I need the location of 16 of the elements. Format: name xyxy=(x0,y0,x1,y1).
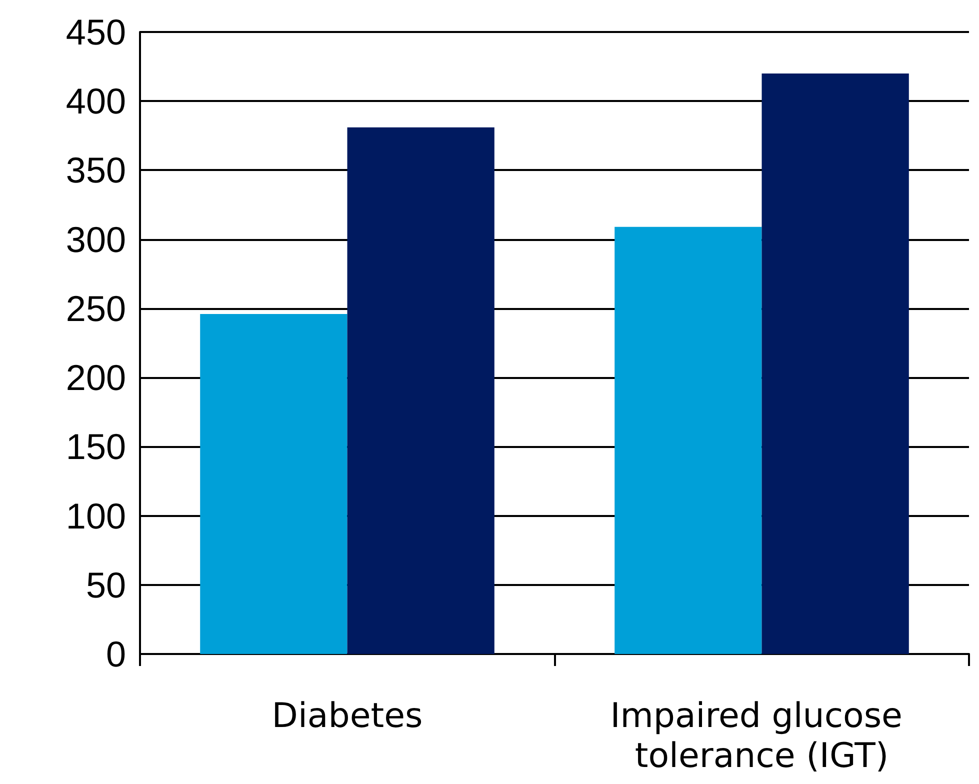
y-tick-label: 150 xyxy=(66,426,126,468)
y-tick-label: 50 xyxy=(86,564,126,606)
y-tick-label: 400 xyxy=(66,80,126,122)
y-tick-label: 250 xyxy=(66,288,126,329)
y-tick-label: 100 xyxy=(66,495,126,536)
y-tick-label: 0 xyxy=(106,634,126,674)
y-tick-label: 450 xyxy=(66,12,126,52)
y-tick-label: 350 xyxy=(66,150,126,191)
x-tick-label: Impaired glucose tolerance (IGT) xyxy=(610,696,914,776)
y-tick-label: 300 xyxy=(66,218,126,260)
x-tick-label: Diabetes xyxy=(272,696,423,736)
bar xyxy=(614,226,762,654)
bar xyxy=(200,314,348,654)
bar xyxy=(762,73,909,654)
bar xyxy=(347,127,494,654)
y-tick-label: 200 xyxy=(66,357,126,398)
